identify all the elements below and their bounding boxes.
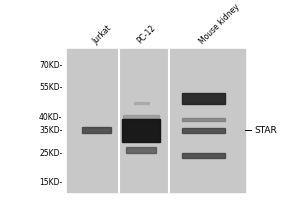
Text: STAR: STAR xyxy=(254,126,277,135)
Text: PC-12: PC-12 xyxy=(135,24,157,46)
Text: 40KD-: 40KD- xyxy=(39,113,62,122)
Text: 15KD-: 15KD- xyxy=(39,178,62,187)
Bar xyxy=(182,118,225,121)
Bar xyxy=(126,147,156,153)
Bar xyxy=(82,127,111,133)
Text: 35KD-: 35KD- xyxy=(39,126,62,135)
Bar xyxy=(182,93,225,104)
Bar xyxy=(67,49,245,192)
Text: Mouse kidney: Mouse kidney xyxy=(198,2,241,46)
Text: 25KD-: 25KD- xyxy=(39,149,62,158)
Bar xyxy=(122,119,160,142)
Bar xyxy=(182,128,225,133)
Text: Jurkat: Jurkat xyxy=(91,23,113,46)
Bar xyxy=(123,115,159,118)
Text: 70KD-: 70KD- xyxy=(39,61,62,70)
Bar xyxy=(134,102,148,104)
Bar xyxy=(182,153,225,158)
Text: 55KD-: 55KD- xyxy=(39,83,62,92)
